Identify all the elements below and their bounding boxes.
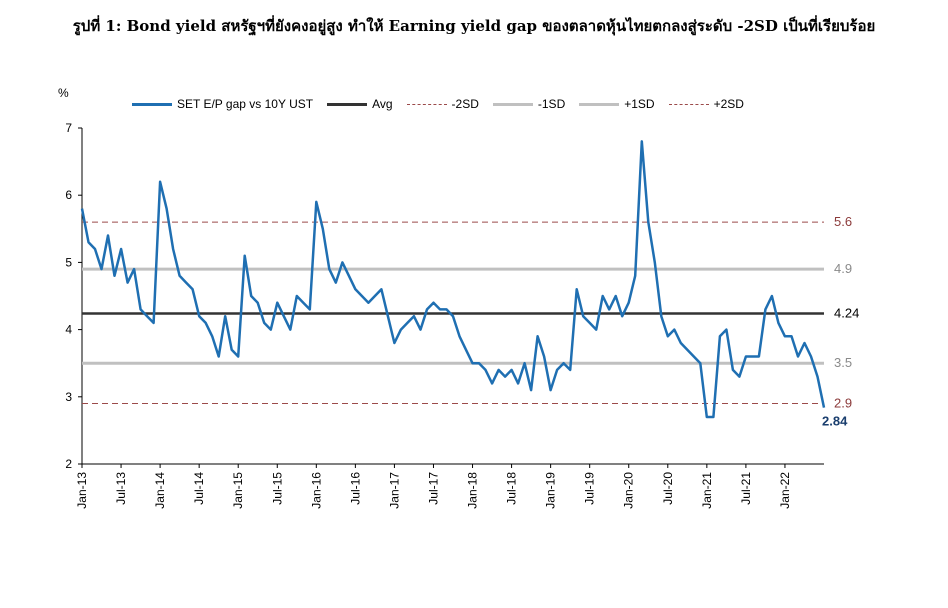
legend-swatch-plus2sd — [668, 103, 709, 105]
avg-label: 4.24 — [834, 305, 859, 320]
legend-plus2sd: +2SD — [668, 97, 744, 111]
x-tick-label: Jul-15 — [270, 472, 284, 505]
x-tick-label: Jul-13 — [114, 472, 128, 505]
last-value-label: 2.84 — [822, 414, 848, 429]
legend-label-avg: Avg — [372, 97, 393, 111]
legend-label-plus2sd: +2SD — [713, 97, 744, 111]
legend-swatch-minus1sd — [492, 102, 533, 106]
y-tick-label: 2 — [65, 457, 72, 471]
x-tick-label: Jan-17 — [387, 472, 401, 509]
plus1sd-label: 4.9 — [834, 261, 852, 276]
series-line-set-ep-gap — [80, 140, 826, 419]
x-tick-label: Jan-19 — [544, 472, 558, 509]
x-tick-label: Jul-18 — [505, 472, 519, 505]
y-tick-label: 7 — [65, 121, 72, 135]
legend-label-minus1sd: -1SD — [537, 97, 566, 111]
y-tick-label: 3 — [65, 390, 72, 404]
x-tick-label: Jul-14 — [192, 472, 206, 505]
minus2sd-label: 2.9 — [834, 396, 852, 411]
x-tick-label: Jan-22 — [778, 472, 792, 509]
x-tick-label: Jul-20 — [661, 472, 675, 505]
plus2sd-label: 5.6 — [834, 214, 852, 229]
legend-plus1sd: +1SD — [579, 97, 655, 111]
y-tick-label: 4 — [65, 323, 72, 337]
x-tick-label: Jan-16 — [309, 472, 323, 509]
x-tick-label: Jan-20 — [622, 472, 636, 509]
legend-avg: Avg — [327, 97, 393, 111]
chart-legend: SET E/P gap vs 10Y UST Avg -2SD -1SD +1S… — [132, 96, 758, 112]
minus1sd-label: 3.5 — [834, 355, 852, 370]
legend-minus1sd: -1SD — [492, 97, 566, 111]
x-tick-label: Jul-21 — [739, 472, 753, 505]
x-tick-label: Jul-19 — [583, 472, 597, 505]
x-tick-label: Jan-14 — [153, 472, 167, 509]
legend-minus2sd: -2SD — [406, 97, 479, 111]
y-tick-label: 5 — [65, 255, 72, 269]
legend-swatch-avg — [327, 102, 368, 106]
x-tick-label: Jan-18 — [466, 472, 480, 509]
x-tick-label: Jan-13 — [75, 472, 89, 509]
x-tick-label: Jan-15 — [231, 472, 245, 509]
y-axis-unit: % — [58, 86, 69, 100]
legend-label-plus1sd: +1SD — [624, 97, 655, 111]
legend-swatch-minus2sd — [406, 103, 447, 105]
legend-swatch-series — [132, 102, 172, 106]
x-tick-label: Jul-17 — [426, 472, 440, 505]
legend-series: SET E/P gap vs 10Y UST — [132, 97, 313, 111]
legend-label-series: SET E/P gap vs 10Y UST — [177, 97, 314, 111]
y-tick-label: 6 — [65, 188, 72, 202]
x-tick-label: Jul-16 — [348, 472, 362, 505]
x-tick-label: Jan-21 — [700, 472, 714, 509]
legend-swatch-plus1sd — [579, 102, 620, 106]
chart-title: รูปที่ 1: Bond yield สหรัฐฯที่ยังคงอยู่ส… — [72, 17, 876, 35]
legend-label-minus2sd: -2SD — [451, 97, 479, 111]
